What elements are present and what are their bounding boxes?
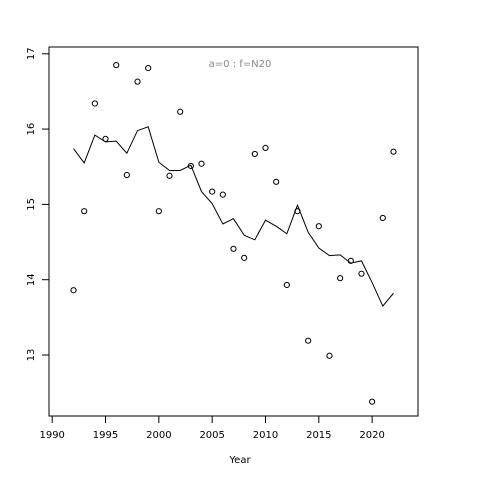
y-tick-label: 13 <box>26 349 37 362</box>
point <box>369 398 376 405</box>
point <box>283 281 290 289</box>
point <box>337 275 344 282</box>
point <box>134 78 141 85</box>
line <box>73 126 394 307</box>
annotation: a=0 : f=N20 <box>209 59 272 70</box>
point <box>145 64 152 72</box>
y-tick-label: 16 <box>26 123 37 136</box>
point <box>91 100 98 107</box>
point <box>315 223 322 230</box>
point <box>358 270 365 277</box>
x-tick-label: 2020 <box>359 430 384 441</box>
point <box>209 188 216 195</box>
point <box>390 148 397 155</box>
point <box>81 208 88 215</box>
point <box>241 254 248 261</box>
x-tick-label: 2015 <box>306 430 331 441</box>
point <box>155 208 162 215</box>
point <box>113 61 120 69</box>
point <box>177 108 184 115</box>
x-tick-label: 2000 <box>146 430 171 441</box>
y-tick-label: 15 <box>26 198 37 211</box>
point <box>251 150 258 158</box>
y-tick-label: 17 <box>26 47 37 60</box>
x-tick-label: 2010 <box>253 430 278 441</box>
point <box>219 191 226 198</box>
point <box>166 172 173 179</box>
plot-frame <box>48 46 419 417</box>
point <box>70 287 77 294</box>
x-tick-label: 2005 <box>199 430 224 441</box>
point <box>230 245 237 252</box>
point <box>262 144 269 152</box>
x-axis-label: Year <box>228 455 251 466</box>
point <box>273 178 280 185</box>
point <box>305 337 312 344</box>
x-tick-label: 1995 <box>93 430 118 441</box>
y-tick-label: 14 <box>26 273 37 286</box>
point <box>123 171 130 179</box>
point <box>379 214 386 222</box>
point <box>326 352 333 359</box>
point <box>198 160 205 167</box>
x-tick-label: 1990 <box>39 430 64 441</box>
